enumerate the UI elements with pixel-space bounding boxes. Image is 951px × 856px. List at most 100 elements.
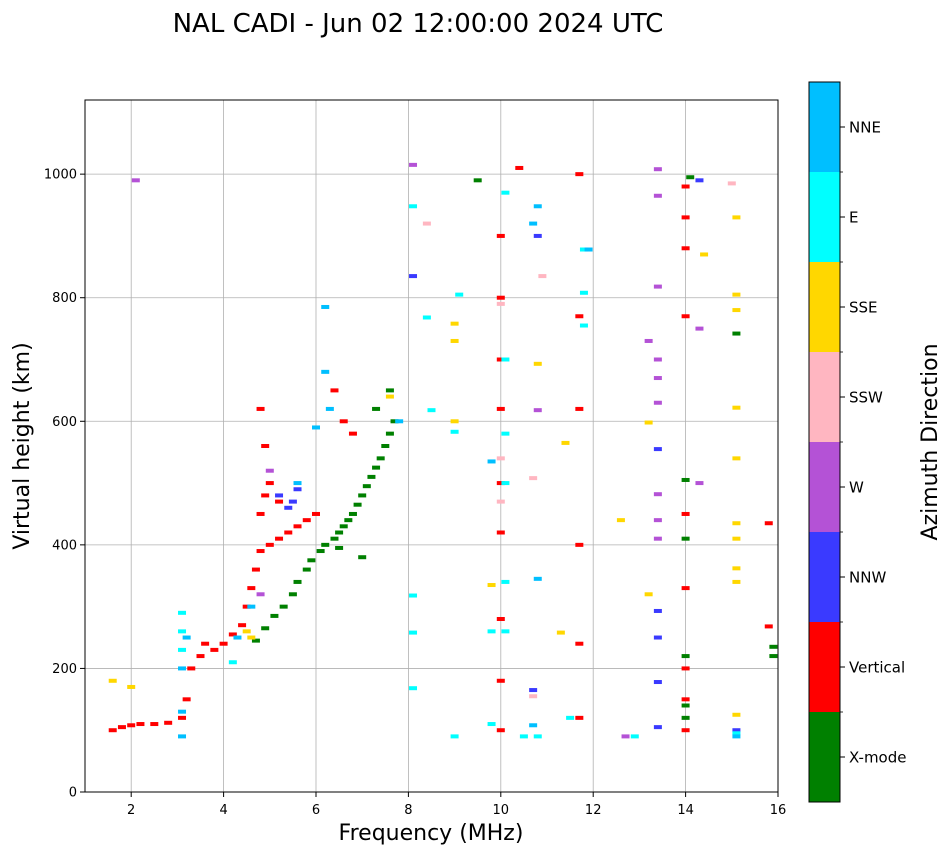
data-point <box>256 592 265 597</box>
data-point <box>732 405 741 410</box>
data-point <box>358 493 367 498</box>
data-point <box>496 728 505 733</box>
data-points <box>108 162 778 739</box>
series-vertical <box>108 165 773 733</box>
data-point <box>265 468 274 473</box>
data-point <box>732 734 741 739</box>
colorbar-tick-label: Vertical <box>849 659 905 677</box>
colorbar-tick-label: SSW <box>849 389 883 407</box>
colorbar-segment <box>809 172 840 262</box>
data-point <box>293 524 302 529</box>
data-point <box>496 233 505 238</box>
data-point <box>644 420 653 425</box>
data-point <box>150 722 159 727</box>
data-point <box>621 734 630 739</box>
data-point <box>487 583 496 588</box>
data-point <box>575 542 584 547</box>
data-point <box>764 521 773 526</box>
data-point <box>358 555 367 560</box>
data-point <box>529 688 538 693</box>
data-point <box>409 274 418 279</box>
series-ssw <box>422 181 736 699</box>
y-tick-label: 200 <box>52 662 77 677</box>
data-point <box>653 608 662 613</box>
data-point <box>372 406 381 411</box>
y-tick-label: 400 <box>52 538 77 553</box>
data-point <box>681 586 690 591</box>
data-point <box>376 456 385 461</box>
data-point <box>307 558 316 563</box>
data-point <box>312 425 320 430</box>
series-nnw <box>275 178 741 733</box>
data-point <box>178 734 187 739</box>
data-point <box>732 579 741 584</box>
data-point <box>131 178 140 183</box>
data-point <box>321 542 330 547</box>
data-point <box>496 295 505 300</box>
x-tick-label: 14 <box>677 803 694 818</box>
data-point <box>409 204 418 209</box>
data-point <box>210 647 219 652</box>
data-point <box>653 167 662 172</box>
data-point <box>769 644 778 649</box>
data-point <box>501 357 510 362</box>
data-point <box>242 604 251 609</box>
data-point <box>496 456 505 461</box>
data-point <box>275 499 284 504</box>
x-tick-label: 8 <box>404 803 412 818</box>
colorbar-tick-label: E <box>849 209 858 227</box>
data-point <box>293 487 302 492</box>
data-point <box>108 678 117 683</box>
data-point <box>732 215 741 220</box>
data-point <box>487 722 496 727</box>
colorbar-segment <box>809 442 840 532</box>
data-point <box>228 632 237 637</box>
data-point <box>653 447 662 452</box>
data-point <box>261 626 270 631</box>
y-axis-label: Virtual height (km) <box>10 342 35 549</box>
data-point <box>529 694 538 699</box>
data-point <box>275 536 284 541</box>
series-sse <box>108 215 741 717</box>
data-point <box>339 524 348 529</box>
data-point <box>533 233 542 238</box>
data-point <box>261 493 270 498</box>
data-point <box>164 720 173 725</box>
data-point <box>732 456 741 461</box>
data-point <box>136 722 145 727</box>
data-point <box>339 419 348 424</box>
data-point <box>330 388 339 393</box>
data-point <box>196 654 205 659</box>
data-point <box>247 635 256 640</box>
colorbar-label: Azimuth Direction <box>918 343 943 540</box>
data-point <box>501 579 510 584</box>
data-point <box>487 459 496 464</box>
colorbar-tick-label: SSE <box>849 299 878 317</box>
data-point <box>496 406 505 411</box>
data-point <box>681 715 690 720</box>
data-point <box>422 221 431 226</box>
data-point <box>575 314 584 319</box>
y-tick-label: 800 <box>52 291 77 306</box>
data-point <box>330 536 339 541</box>
data-point <box>653 680 662 685</box>
data-point <box>529 221 538 226</box>
x-tick-label: 12 <box>585 803 602 818</box>
data-point <box>732 292 741 297</box>
data-point <box>256 549 265 554</box>
data-point <box>529 723 538 728</box>
data-point <box>566 715 575 720</box>
data-point <box>219 641 228 646</box>
data-point <box>496 617 505 621</box>
data-point <box>681 703 690 708</box>
data-point <box>700 252 709 257</box>
data-point <box>108 728 117 733</box>
data-point <box>681 536 690 541</box>
data-point <box>681 697 690 702</box>
data-point <box>769 654 778 659</box>
data-point <box>409 593 418 598</box>
data-point <box>533 576 542 581</box>
data-point <box>450 429 459 434</box>
data-point <box>178 629 187 634</box>
x-tick-label: 2 <box>127 803 135 818</box>
